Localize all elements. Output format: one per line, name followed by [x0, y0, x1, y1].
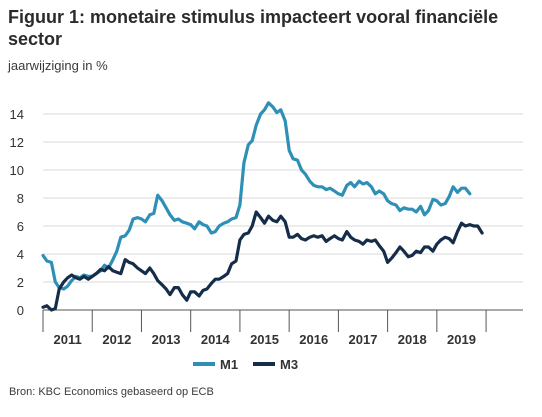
legend: M1 M3 [193, 357, 298, 372]
x-tick-label-2016: 2016 [299, 332, 328, 347]
x-tick-label-2017: 2017 [349, 332, 378, 347]
x-tick-label-2012: 2012 [102, 332, 131, 347]
x-axis: 2011 2012 2013 2014 2015 2016 2017 2018 2019 [42, 309, 523, 347]
source-note: Bron: KBC Economics gebaseerd op ECB [9, 386, 214, 398]
y-tick-label-14: 14 [10, 107, 24, 122]
chart-subtitle: jaarwijziging in % [8, 58, 108, 73]
y-tick-label-10: 10 [10, 163, 24, 178]
x-tick-label-2019: 2019 [447, 332, 476, 347]
y-tick-label-8: 8 [17, 191, 24, 206]
legend-label-m1: M1 [220, 357, 238, 372]
y-tick-label-4: 4 [17, 247, 24, 262]
x-tick-label-2014: 2014 [201, 332, 231, 347]
y-tick-label-12: 12 [10, 135, 24, 150]
x-tick-label-2011: 2011 [54, 332, 82, 347]
series-lines [41, 101, 484, 312]
grid-lines [43, 113, 523, 283]
x-tick-label-2015: 2015 [250, 332, 279, 347]
y-tick-label-0: 0 [17, 303, 24, 318]
x-tick-label-2013: 2013 [152, 332, 181, 347]
series-line-m1 [41, 101, 472, 291]
chart-title: Figuur 1: monetaire stimulus impacteert … [8, 7, 499, 49]
x-tick-label-2018: 2018 [398, 332, 427, 347]
series-line-m3 [41, 210, 484, 312]
y-tick-label-2: 2 [17, 275, 24, 290]
legend-label-m3: M3 [280, 357, 298, 372]
y-axis-ticks: 0 2 4 6 8 10 12 14 [10, 107, 24, 318]
y-tick-label-6: 6 [17, 219, 24, 234]
